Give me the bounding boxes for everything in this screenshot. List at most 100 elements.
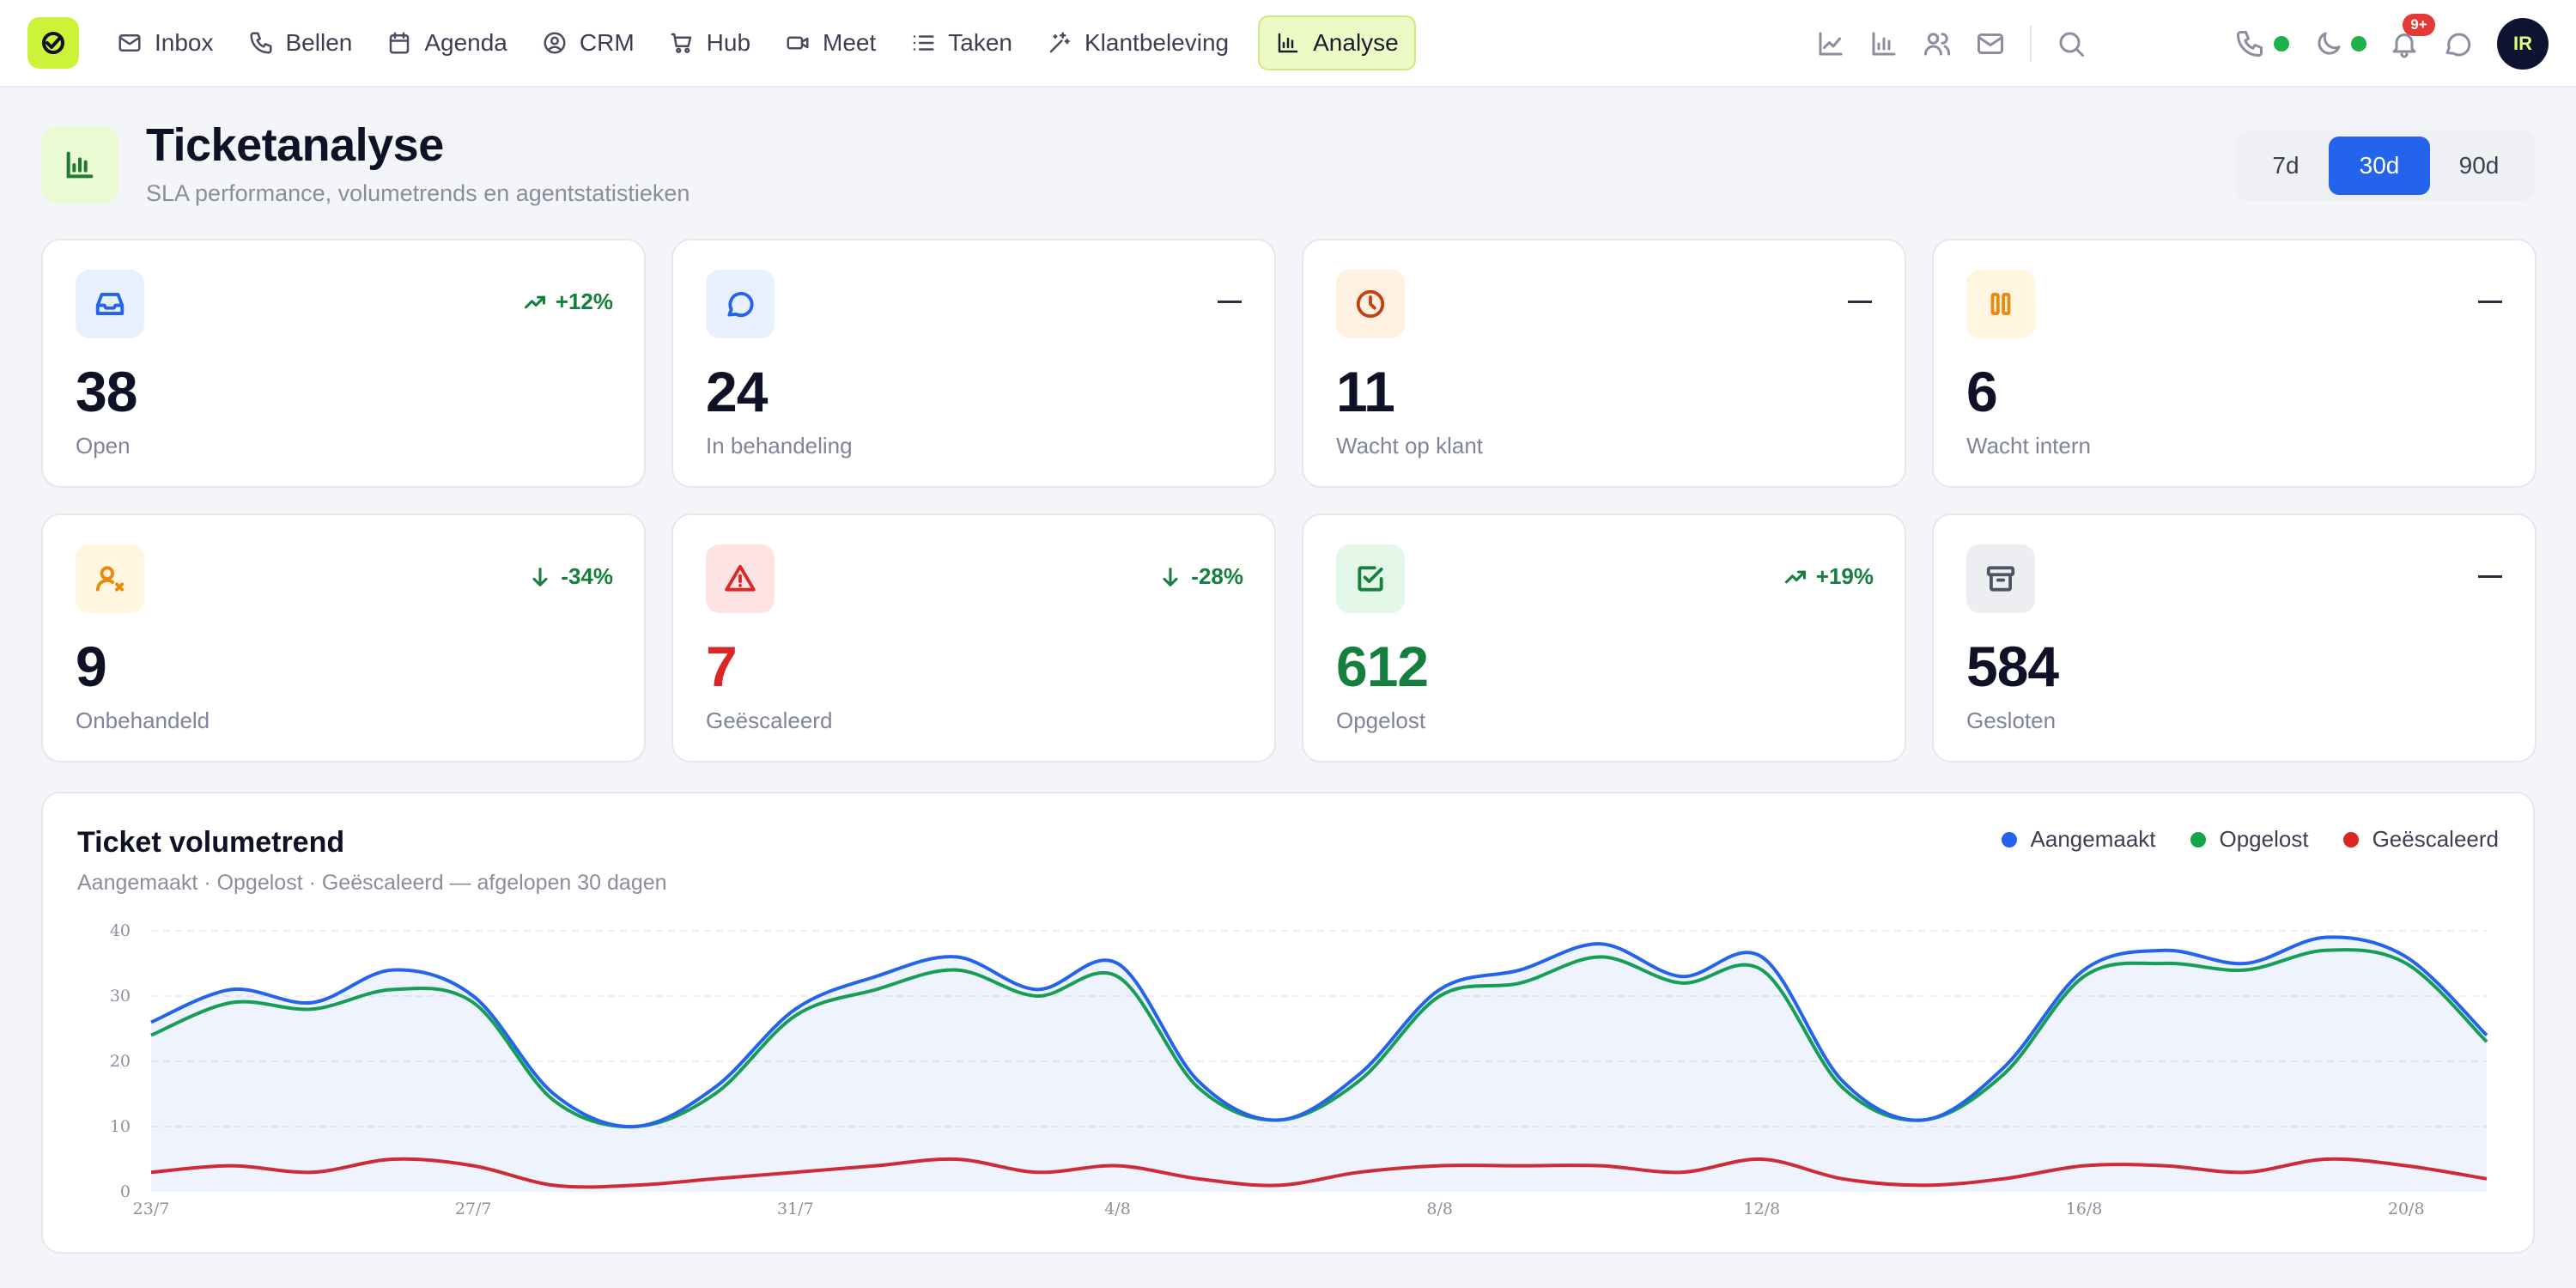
users-icon[interactable] bbox=[1922, 28, 1953, 59]
kpi-no-change-dash bbox=[1848, 301, 1872, 303]
nav-item-meet[interactable]: Meet bbox=[769, 15, 891, 70]
nav-item-inbox[interactable]: Inbox bbox=[101, 15, 229, 70]
chat-bubble-icon bbox=[706, 270, 775, 338]
kpi-label: In behandeling bbox=[706, 433, 853, 459]
bell-icon[interactable] bbox=[2389, 28, 2420, 59]
time-range-selector: 7d 30d 90d bbox=[2236, 131, 2535, 201]
series-line-opgelost bbox=[150, 948, 2488, 1129]
chart-title: Ticket volumetrend bbox=[77, 826, 345, 859]
kpi-label: Wacht intern bbox=[1966, 433, 2091, 459]
nav-item-crm[interactable]: CRM bbox=[526, 15, 650, 70]
kpi-card-onbehandeld[interactable]: -34% 9 Onbehandeld bbox=[41, 513, 646, 762]
y-tick-label: 30 bbox=[110, 987, 131, 1005]
legend-label: Geëscaleerd bbox=[2372, 826, 2499, 852]
chart-legend: Aangemaakt Opgelost Geëscaleerd bbox=[1967, 826, 2499, 853]
check-square-icon bbox=[1336, 544, 1405, 613]
series-line-aangemaakt bbox=[150, 935, 2488, 1129]
y-tick-label: 0 bbox=[120, 1182, 131, 1201]
nav-item-label: Inbox bbox=[155, 29, 214, 56]
x-tick-label: 8/8 bbox=[1426, 1200, 1453, 1218]
nav-item-label: Hub bbox=[706, 29, 751, 56]
bar-chart-icon[interactable] bbox=[1868, 28, 1899, 59]
kpi-delta: -34% bbox=[528, 563, 613, 590]
kpi-card-wacht-op-klant[interactable]: 11 Wacht op klant bbox=[1302, 239, 1906, 488]
chart-subtitle: Aangemaakt · Opgelost · Geëscaleerd — af… bbox=[77, 871, 667, 895]
toolbar-divider bbox=[2030, 26, 2032, 62]
y-tick-label: 10 bbox=[110, 1117, 131, 1136]
kpi-value: 9 bbox=[76, 635, 107, 698]
app-logo[interactable] bbox=[27, 17, 79, 69]
kpi-value: 584 bbox=[1966, 635, 2059, 698]
kpi-card-gesloten[interactable]: 584 Gesloten bbox=[1932, 513, 2537, 762]
kpi-label: Gesloten bbox=[1966, 708, 2057, 733]
kpi-no-change-dash bbox=[2478, 575, 2502, 578]
legend-label: Opgelost bbox=[2219, 826, 2309, 852]
kpi-card-in-behandeling[interactable]: 24 In behandeling bbox=[671, 239, 1276, 488]
nav-item-klantbeleving[interactable]: Klantbeleving bbox=[1031, 15, 1244, 70]
clock-icon bbox=[1336, 270, 1405, 338]
x-tick-label: 20/8 bbox=[2388, 1200, 2425, 1218]
kpi-value: 11 bbox=[1336, 360, 1395, 423]
main-navigation: Inbox Bellen Agenda CRM Hub Meet Taken bbox=[101, 15, 1419, 70]
mail-icon[interactable] bbox=[1975, 28, 2006, 59]
kpi-card-wacht-intern[interactable]: 6 Wacht intern bbox=[1932, 239, 2537, 488]
phone-status-icon[interactable] bbox=[2234, 28, 2265, 59]
x-tick-label: 23/7 bbox=[133, 1200, 170, 1218]
sparkles-icon bbox=[1049, 32, 1070, 53]
kpi-card-opgelost[interactable]: +19% 612 Opgelost bbox=[1302, 513, 1906, 762]
legend-item-opgelost[interactable]: Opgelost bbox=[2190, 826, 2309, 853]
kpi-no-change-dash bbox=[2478, 301, 2502, 303]
nav-item-taken[interactable]: Taken bbox=[895, 15, 1028, 70]
mail-icon bbox=[118, 34, 141, 52]
nav-item-label: CRM bbox=[579, 29, 635, 56]
nav-item-hub[interactable]: Hub bbox=[653, 15, 766, 70]
chat-icon[interactable] bbox=[2442, 28, 2473, 59]
nav-item-label: Analyse bbox=[1313, 29, 1399, 56]
kpi-value: 7 bbox=[706, 635, 738, 698]
trend-chart-icon[interactable] bbox=[1815, 28, 1846, 59]
legend-item-geescaleerd[interactable]: Geëscaleerd bbox=[2342, 826, 2499, 853]
pause-icon bbox=[1966, 270, 2035, 338]
top-navigation-bar: Inbox Bellen Agenda CRM Hub Meet Taken bbox=[0, 0, 2576, 88]
kpi-label: Onbehandeld bbox=[76, 708, 210, 733]
kpi-label: Wacht op klant bbox=[1336, 433, 1484, 459]
range-30d-button[interactable]: 30d bbox=[2329, 137, 2430, 195]
kpi-delta: -28% bbox=[1158, 563, 1243, 590]
cart-icon bbox=[671, 33, 691, 53]
video-icon bbox=[787, 36, 809, 50]
alert-triangle-icon bbox=[706, 544, 775, 613]
bar-chart-icon bbox=[1278, 33, 1298, 53]
kpi-value: 6 bbox=[1966, 360, 1998, 423]
x-tick-label: 12/8 bbox=[1744, 1200, 1781, 1218]
arrow-down-icon bbox=[1163, 567, 1178, 586]
search-icon[interactable] bbox=[2056, 28, 2087, 59]
kpi-label: Opgelost bbox=[1336, 708, 1426, 733]
nav-item-label: Klantbeleving bbox=[1084, 29, 1230, 56]
kpi-value: 24 bbox=[706, 360, 768, 423]
legend-swatch bbox=[2342, 831, 2359, 848]
nav-item-bellen[interactable]: Bellen bbox=[233, 15, 368, 70]
legend-label: Aangemaakt bbox=[2030, 826, 2156, 852]
availability-indicator bbox=[2351, 36, 2366, 52]
legend-swatch bbox=[2001, 831, 2017, 848]
user-circle-icon bbox=[544, 32, 566, 54]
kpi-delta: +12% bbox=[523, 289, 613, 315]
nav-item-agenda[interactable]: Agenda bbox=[371, 15, 523, 70]
avatar[interactable]: IR bbox=[2497, 18, 2549, 70]
calendar-icon bbox=[390, 32, 410, 54]
kpi-label: Geëscaleerd bbox=[706, 708, 833, 733]
range-7d-button[interactable]: 7d bbox=[2272, 152, 2300, 179]
volume-trend-chart: 0 10 20 30 40 23/7 27/7 31/7 4/8 8/8 12/8 16/8 20/8 bbox=[110, 921, 2488, 1218]
phone-online-indicator bbox=[2274, 36, 2289, 52]
legend-item-aangemaakt[interactable]: Aangemaakt bbox=[2001, 826, 2156, 853]
trend-up-icon bbox=[1784, 570, 1806, 583]
nav-item-analyse[interactable]: Analyse bbox=[1258, 15, 1416, 70]
trend-up-icon bbox=[524, 295, 545, 308]
moon-icon[interactable] bbox=[2313, 28, 2344, 59]
kpi-card-geescaleerd[interactable]: -28% 7 Geëscaleerd bbox=[671, 513, 1276, 762]
range-90d-button[interactable]: 90d bbox=[2458, 152, 2500, 179]
kpi-card-open[interactable]: +12% 38 Open bbox=[41, 239, 646, 488]
y-tick-label: 20 bbox=[110, 1052, 131, 1071]
page-subtitle: SLA performance, volumetrends en agentst… bbox=[146, 180, 690, 206]
logo-icon bbox=[42, 32, 64, 54]
